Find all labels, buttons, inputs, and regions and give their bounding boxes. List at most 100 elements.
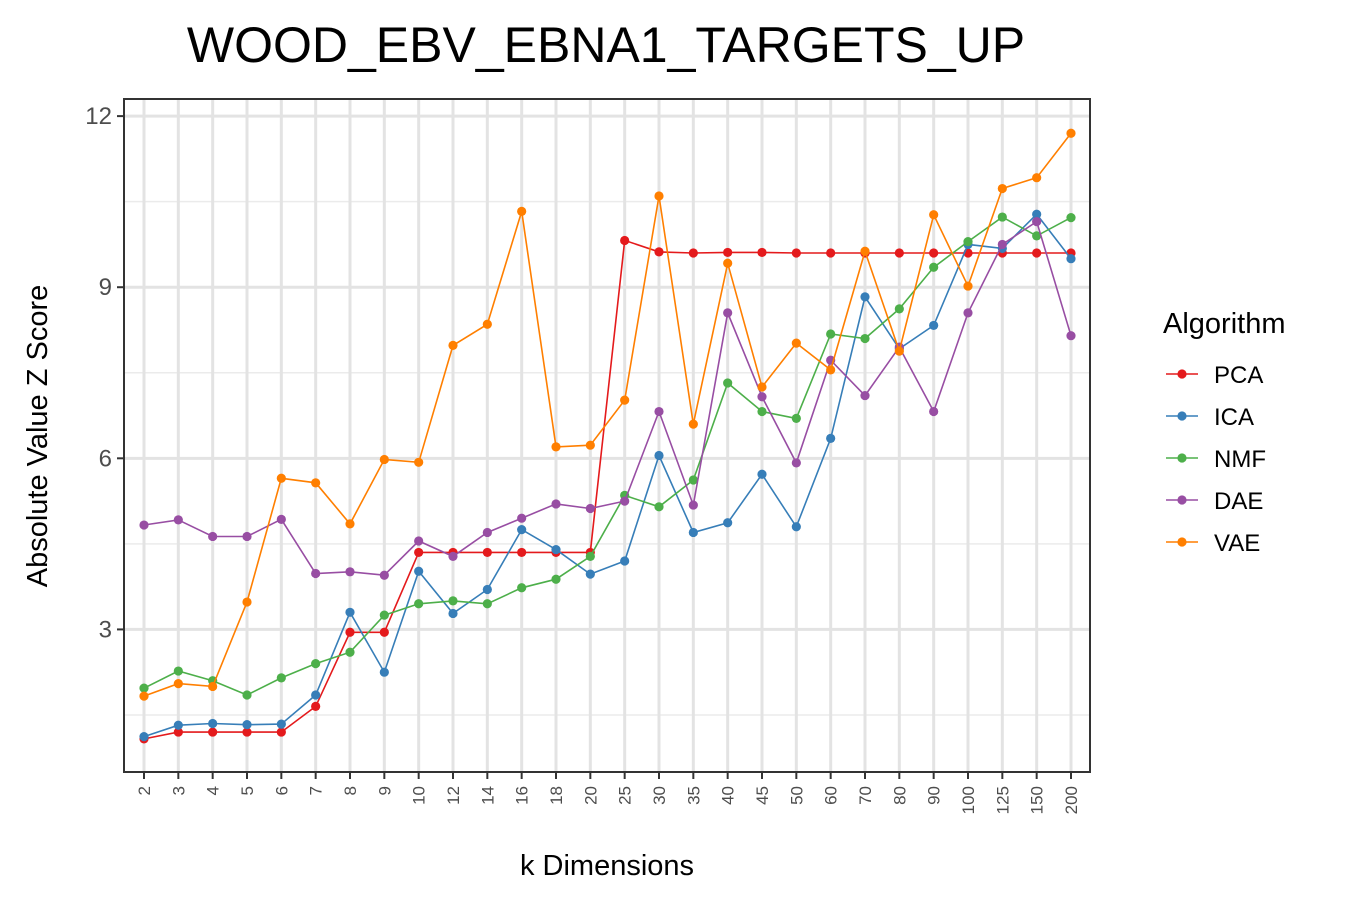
data-point-nmf bbox=[276, 673, 286, 683]
x-tick-label: 7 bbox=[307, 786, 326, 795]
data-point-ica bbox=[208, 718, 218, 729]
data-point-ica bbox=[860, 292, 870, 302]
data-point-ica bbox=[448, 608, 458, 619]
series-nmf bbox=[139, 212, 1076, 700]
data-point-vae bbox=[345, 519, 355, 529]
chart-title: WOOD_EBV_EBNA1_TARGETS_UP bbox=[187, 17, 1025, 73]
data-point-dae bbox=[517, 513, 527, 523]
legend-item-nmf: NMF bbox=[1166, 446, 1266, 473]
x-tick-label: 70 bbox=[856, 786, 875, 805]
x-tick-label: 45 bbox=[753, 786, 772, 805]
legend-item-ica: ICA bbox=[1166, 404, 1254, 431]
x-tick-label: 80 bbox=[890, 786, 909, 805]
data-point-vae bbox=[860, 246, 870, 256]
data-point-vae bbox=[414, 457, 424, 467]
legend-item-dae: DAE bbox=[1166, 488, 1263, 515]
data-point-ica bbox=[826, 433, 836, 443]
data-point-pca bbox=[620, 235, 630, 246]
y-tick-label: 6 bbox=[99, 445, 112, 472]
data-point-pca bbox=[208, 727, 218, 737]
x-tick-label: 90 bbox=[925, 786, 944, 805]
data-point-vae bbox=[173, 678, 183, 689]
data-point-nmf bbox=[654, 502, 664, 512]
x-axis-title: k Dimensions bbox=[520, 850, 694, 882]
data-point-vae bbox=[723, 258, 733, 268]
data-point-ica bbox=[551, 544, 561, 555]
data-point-vae bbox=[620, 395, 630, 405]
data-point-pca bbox=[654, 247, 664, 257]
x-tick-label: 20 bbox=[581, 786, 600, 805]
data-point-dae bbox=[791, 458, 801, 468]
data-point-dae bbox=[585, 503, 595, 514]
data-point-vae bbox=[894, 346, 904, 356]
data-point-nmf bbox=[860, 333, 870, 344]
data-point-nmf bbox=[826, 329, 836, 339]
data-point-nmf bbox=[723, 378, 733, 388]
data-point-ica bbox=[139, 732, 149, 742]
y-tick-label: 3 bbox=[99, 616, 112, 643]
data-point-dae bbox=[482, 527, 492, 538]
legend: Algorithm PCA ICA NMF DAE VAE bbox=[1163, 308, 1286, 557]
data-point-dae bbox=[414, 536, 424, 546]
data-point-ica bbox=[929, 320, 939, 331]
data-point-dae bbox=[173, 515, 183, 525]
data-point-pca bbox=[1032, 248, 1042, 258]
data-point-nmf bbox=[585, 551, 595, 562]
data-point-vae bbox=[208, 681, 218, 692]
x-axis: 2 3 4 5 6 7 8 9 10 12 14 16 18 20 25 30 35 40 45 50 60 70 80 90… bbox=[135, 772, 1081, 814]
legend-label: NMF bbox=[1214, 446, 1266, 473]
data-point-dae bbox=[997, 239, 1007, 250]
legend-item-vae: VAE bbox=[1166, 530, 1260, 557]
data-point-ica bbox=[242, 720, 252, 730]
data-point-vae bbox=[929, 210, 939, 220]
legend-label: PCA bbox=[1214, 362, 1263, 389]
data-point-nmf bbox=[929, 262, 939, 272]
data-point-vae bbox=[688, 419, 698, 429]
series-dae bbox=[139, 217, 1076, 580]
x-tick-label: 25 bbox=[616, 786, 635, 805]
legend-key-point bbox=[1177, 537, 1187, 547]
data-point-ica bbox=[414, 566, 424, 576]
data-point-nmf bbox=[1032, 231, 1042, 241]
data-point-dae bbox=[620, 496, 630, 506]
data-point-ica bbox=[1032, 209, 1042, 219]
x-tick-label: 30 bbox=[650, 786, 669, 805]
x-tick-label: 40 bbox=[719, 786, 738, 805]
data-point-nmf bbox=[894, 304, 904, 314]
data-point-nmf bbox=[242, 690, 252, 700]
legend-key-point bbox=[1177, 495, 1187, 505]
data-point-dae bbox=[551, 499, 561, 509]
data-point-nmf bbox=[379, 610, 389, 620]
y-tick-label: 9 bbox=[99, 274, 112, 301]
data-point-ica bbox=[723, 518, 733, 528]
data-point-vae bbox=[757, 382, 767, 392]
data-point-vae bbox=[997, 183, 1007, 194]
data-point-ica bbox=[585, 569, 595, 579]
data-point-pca bbox=[757, 247, 767, 258]
data-point-vae bbox=[654, 191, 664, 201]
data-point-vae bbox=[1032, 173, 1042, 183]
series-line-dae bbox=[143, 220, 1072, 577]
data-point-pca bbox=[688, 248, 698, 258]
data-point-ica bbox=[345, 607, 355, 617]
series-ica bbox=[139, 209, 1076, 742]
data-point-vae bbox=[963, 281, 973, 291]
data-point-vae bbox=[379, 454, 389, 465]
x-tick-label: 3 bbox=[169, 786, 188, 795]
data-point-dae bbox=[345, 567, 355, 577]
series-line-vae bbox=[143, 132, 1072, 697]
data-point-dae bbox=[1032, 217, 1042, 227]
series-layer bbox=[139, 128, 1076, 744]
data-point-vae bbox=[1066, 128, 1076, 138]
series-line-pca bbox=[143, 239, 1071, 740]
data-point-pca bbox=[517, 547, 527, 558]
data-point-pca bbox=[379, 627, 389, 637]
data-point-pca bbox=[276, 727, 286, 737]
x-tick-label: 50 bbox=[787, 786, 806, 805]
data-point-dae bbox=[379, 570, 389, 580]
x-tick-label: 18 bbox=[547, 786, 566, 805]
data-point-ica bbox=[482, 584, 492, 595]
data-point-ica bbox=[620, 556, 630, 566]
x-tick-label: 12 bbox=[444, 786, 463, 805]
